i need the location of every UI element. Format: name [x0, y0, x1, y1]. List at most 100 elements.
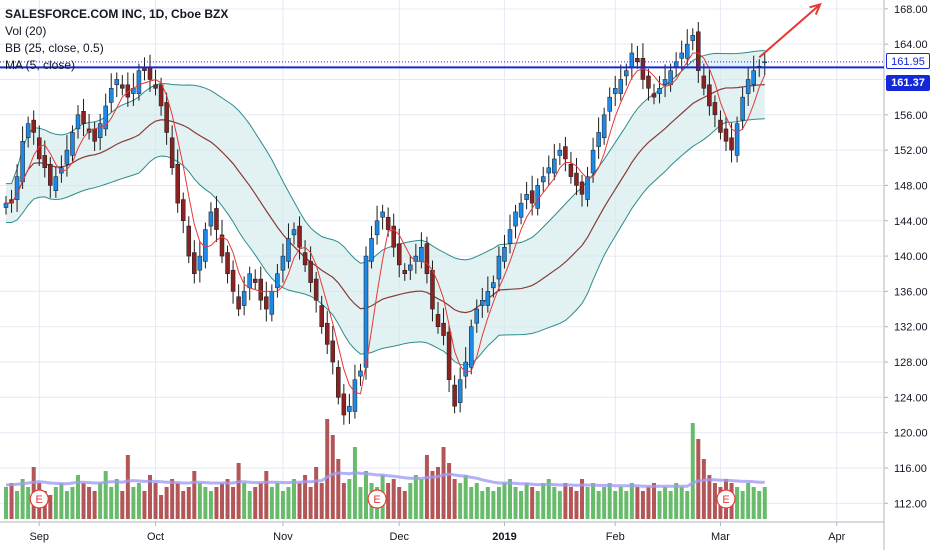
- candle-body: [219, 234, 225, 257]
- x-tick-label: Mar: [711, 531, 730, 543]
- candle-body: [529, 190, 535, 204]
- candle-body: [280, 255, 286, 271]
- candle-body: [264, 296, 269, 310]
- legend-ma[interactable]: MA (5, close): [5, 58, 76, 72]
- volume-bar: [347, 479, 352, 519]
- candle-body: [241, 291, 247, 306]
- candle-body: [452, 384, 457, 407]
- candle-body: [120, 84, 125, 89]
- candle-body: [36, 137, 42, 160]
- candle-body: [723, 128, 729, 142]
- candle-body: [114, 79, 120, 86]
- volume-bar: [336, 459, 341, 519]
- candle-body: [247, 273, 252, 289]
- candle-body: [679, 52, 684, 59]
- candle-body: [408, 264, 413, 271]
- candle-body: [435, 314, 441, 327]
- volume-bar: [258, 483, 263, 519]
- candle-body: [341, 393, 347, 416]
- candle-body: [751, 70, 756, 86]
- volume-bar: [740, 491, 745, 519]
- volume-bar: [319, 483, 324, 519]
- candle-body: [197, 255, 203, 271]
- volume-bar: [358, 487, 363, 519]
- candle-body: [651, 93, 657, 98]
- volume-bar: [452, 479, 457, 519]
- candle-body: [214, 208, 219, 230]
- candle-body: [684, 43, 690, 59]
- candle-body: [252, 278, 258, 283]
- candle-body: [701, 75, 707, 89]
- candle-body: [734, 123, 740, 156]
- volume-bar: [502, 483, 507, 519]
- volume-bar: [679, 487, 684, 519]
- volume-bar: [247, 491, 252, 519]
- candle-body: [153, 84, 158, 89]
- x-tick-label: Apr: [828, 531, 845, 543]
- candle-body: [208, 211, 214, 227]
- volume-bar: [519, 491, 524, 519]
- candle-body: [513, 211, 518, 227]
- legend-volume[interactable]: Vol (20): [5, 24, 47, 38]
- x-tick-label: Dec: [389, 531, 409, 543]
- candle-body: [524, 194, 529, 200]
- volume-bar: [530, 487, 535, 519]
- volume-bar: [508, 479, 512, 519]
- candle-body: [707, 84, 712, 107]
- volume-bar: [81, 483, 86, 519]
- volume-bar: [635, 487, 640, 519]
- volume-bar: [712, 483, 717, 519]
- volume-bar: [308, 487, 313, 519]
- candle-body: [336, 367, 341, 398]
- legend-title: SALESFORCE.COM INC, 1D, Cboe BZX: [5, 7, 229, 21]
- volume-bar: [192, 471, 197, 519]
- candle-body: [192, 252, 197, 274]
- volume-bar: [419, 479, 424, 519]
- x-tick-label: Nov: [273, 531, 293, 543]
- candle-body: [468, 326, 474, 368]
- candle-body: [540, 176, 546, 183]
- candle-body: [374, 220, 380, 236]
- volume-bar: [142, 491, 147, 519]
- volume-bar: [264, 471, 269, 519]
- y-tick-label: 140.00: [894, 251, 928, 263]
- bollinger-lower-line: [6, 118, 765, 366]
- volume-bar: [125, 455, 130, 519]
- volume-bar: [314, 467, 319, 519]
- candle-body: [596, 132, 601, 147]
- volume-bar: [751, 487, 756, 519]
- candle-body: [590, 149, 596, 174]
- volume-bar: [136, 483, 141, 519]
- last-price-tag: 161.95: [886, 52, 930, 69]
- candle-body: [419, 247, 424, 262]
- candle-body: [635, 58, 640, 63]
- candle-body: [446, 331, 452, 380]
- x-tick-label: Feb: [606, 531, 625, 543]
- volume-bar: [441, 447, 446, 519]
- volume-bar: [303, 475, 308, 519]
- volume-bar: [762, 487, 767, 519]
- volume-bar: [552, 487, 557, 519]
- volume-bar: [657, 491, 662, 519]
- candle-body: [690, 35, 696, 41]
- candle-body: [585, 176, 590, 200]
- volume-bar: [408, 483, 413, 519]
- candle-body: [81, 111, 86, 124]
- volume-bar: [253, 487, 258, 519]
- volume-bar: [629, 483, 634, 519]
- candle-body: [557, 149, 563, 156]
- volume-bar: [76, 475, 80, 519]
- candle-body: [25, 123, 31, 139]
- volume-bar: [386, 483, 391, 519]
- candle-body: [729, 137, 734, 151]
- volume-bar: [735, 487, 740, 519]
- volume-bar: [624, 491, 629, 519]
- candle-body: [574, 172, 579, 186]
- legend-bollinger[interactable]: BB (25, close, 0.5): [5, 41, 104, 55]
- volume-bar: [159, 495, 164, 519]
- candle-body: [391, 225, 396, 248]
- earnings-marker-label: E: [36, 494, 43, 506]
- candle-body: [103, 105, 108, 130]
- volume-bar: [602, 487, 607, 519]
